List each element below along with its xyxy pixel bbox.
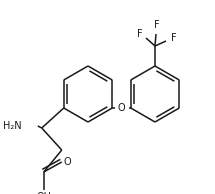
Text: O: O: [118, 103, 125, 113]
Text: F: F: [137, 29, 143, 39]
Text: F: F: [154, 20, 160, 30]
Text: H₂N: H₂N: [3, 121, 22, 131]
Text: O: O: [64, 157, 72, 167]
Text: F: F: [171, 33, 177, 43]
Text: OH: OH: [36, 192, 51, 194]
